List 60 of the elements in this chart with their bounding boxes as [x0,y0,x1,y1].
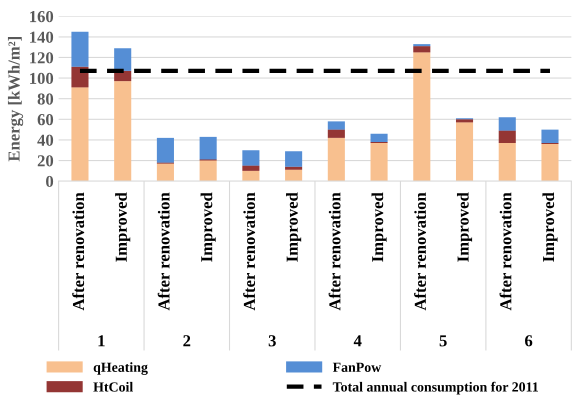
legend-label: Total annual consumption for 2011 [332,382,538,394]
text: 6 [525,335,532,346]
legend-label: qHeating [94,362,148,375]
bar [156,138,174,163]
text: 3 [268,335,276,346]
bar [413,46,430,52]
bar [285,170,302,182]
x-tick-label: Improved [372,192,387,262]
bar [156,164,174,182]
y-tick-label: 80 [38,93,54,105]
x-tick-label: After renovation [243,192,256,310]
x-tick-label: Improved [200,192,216,262]
bar [370,134,388,142]
text: 4 [354,335,362,346]
bar [200,136,217,160]
bar [370,142,388,182]
bar [498,142,516,182]
bar [114,48,132,71]
x-tick-label: Improved [115,192,130,262]
bar [285,151,302,167]
bar [413,52,430,182]
bar [328,138,345,182]
legend-label: HtCoil [93,382,133,392]
bar [71,87,89,182]
bar [285,166,302,170]
bar [498,130,516,143]
bar [200,160,217,182]
text: 2 [183,335,190,346]
legend-label: FanPow [332,362,382,372]
bar [541,130,559,143]
x-tick-label: Improved [542,192,558,262]
x-tick-label: Improved [456,192,472,262]
bar [456,122,474,182]
bar [114,81,132,182]
y-tick-label: 0 [46,176,54,188]
y-tick-label: 160 [30,10,54,22]
bar [242,150,260,166]
x-tick-label: Improved [286,192,302,262]
y-tick-label: 100 [30,72,54,84]
y-tick-label: 60 [38,114,54,126]
bar [328,130,345,138]
text: 5 [440,335,447,346]
y-tick-label: 140 [30,32,54,43]
bar [328,121,345,130]
bar [456,119,474,122]
x-tick-label: After renovation [500,192,512,310]
y-tick-label: 40 [37,134,54,146]
y-axis-title: Energy [kWh/m²] [8,37,24,162]
x-tick-label: After renovation [328,192,341,310]
text: 1 [98,335,105,346]
bar [242,166,260,171]
y-tick-label: 20 [38,155,54,166]
bar [541,144,559,182]
x-tick-label: After renovation [158,192,170,310]
bar [242,170,260,182]
x-tick-label: After renovation [72,192,84,310]
bar [71,32,89,67]
y-tick-label: 120 [30,52,54,64]
x-tick-label: After renovation [414,192,426,310]
bar [498,117,516,131]
